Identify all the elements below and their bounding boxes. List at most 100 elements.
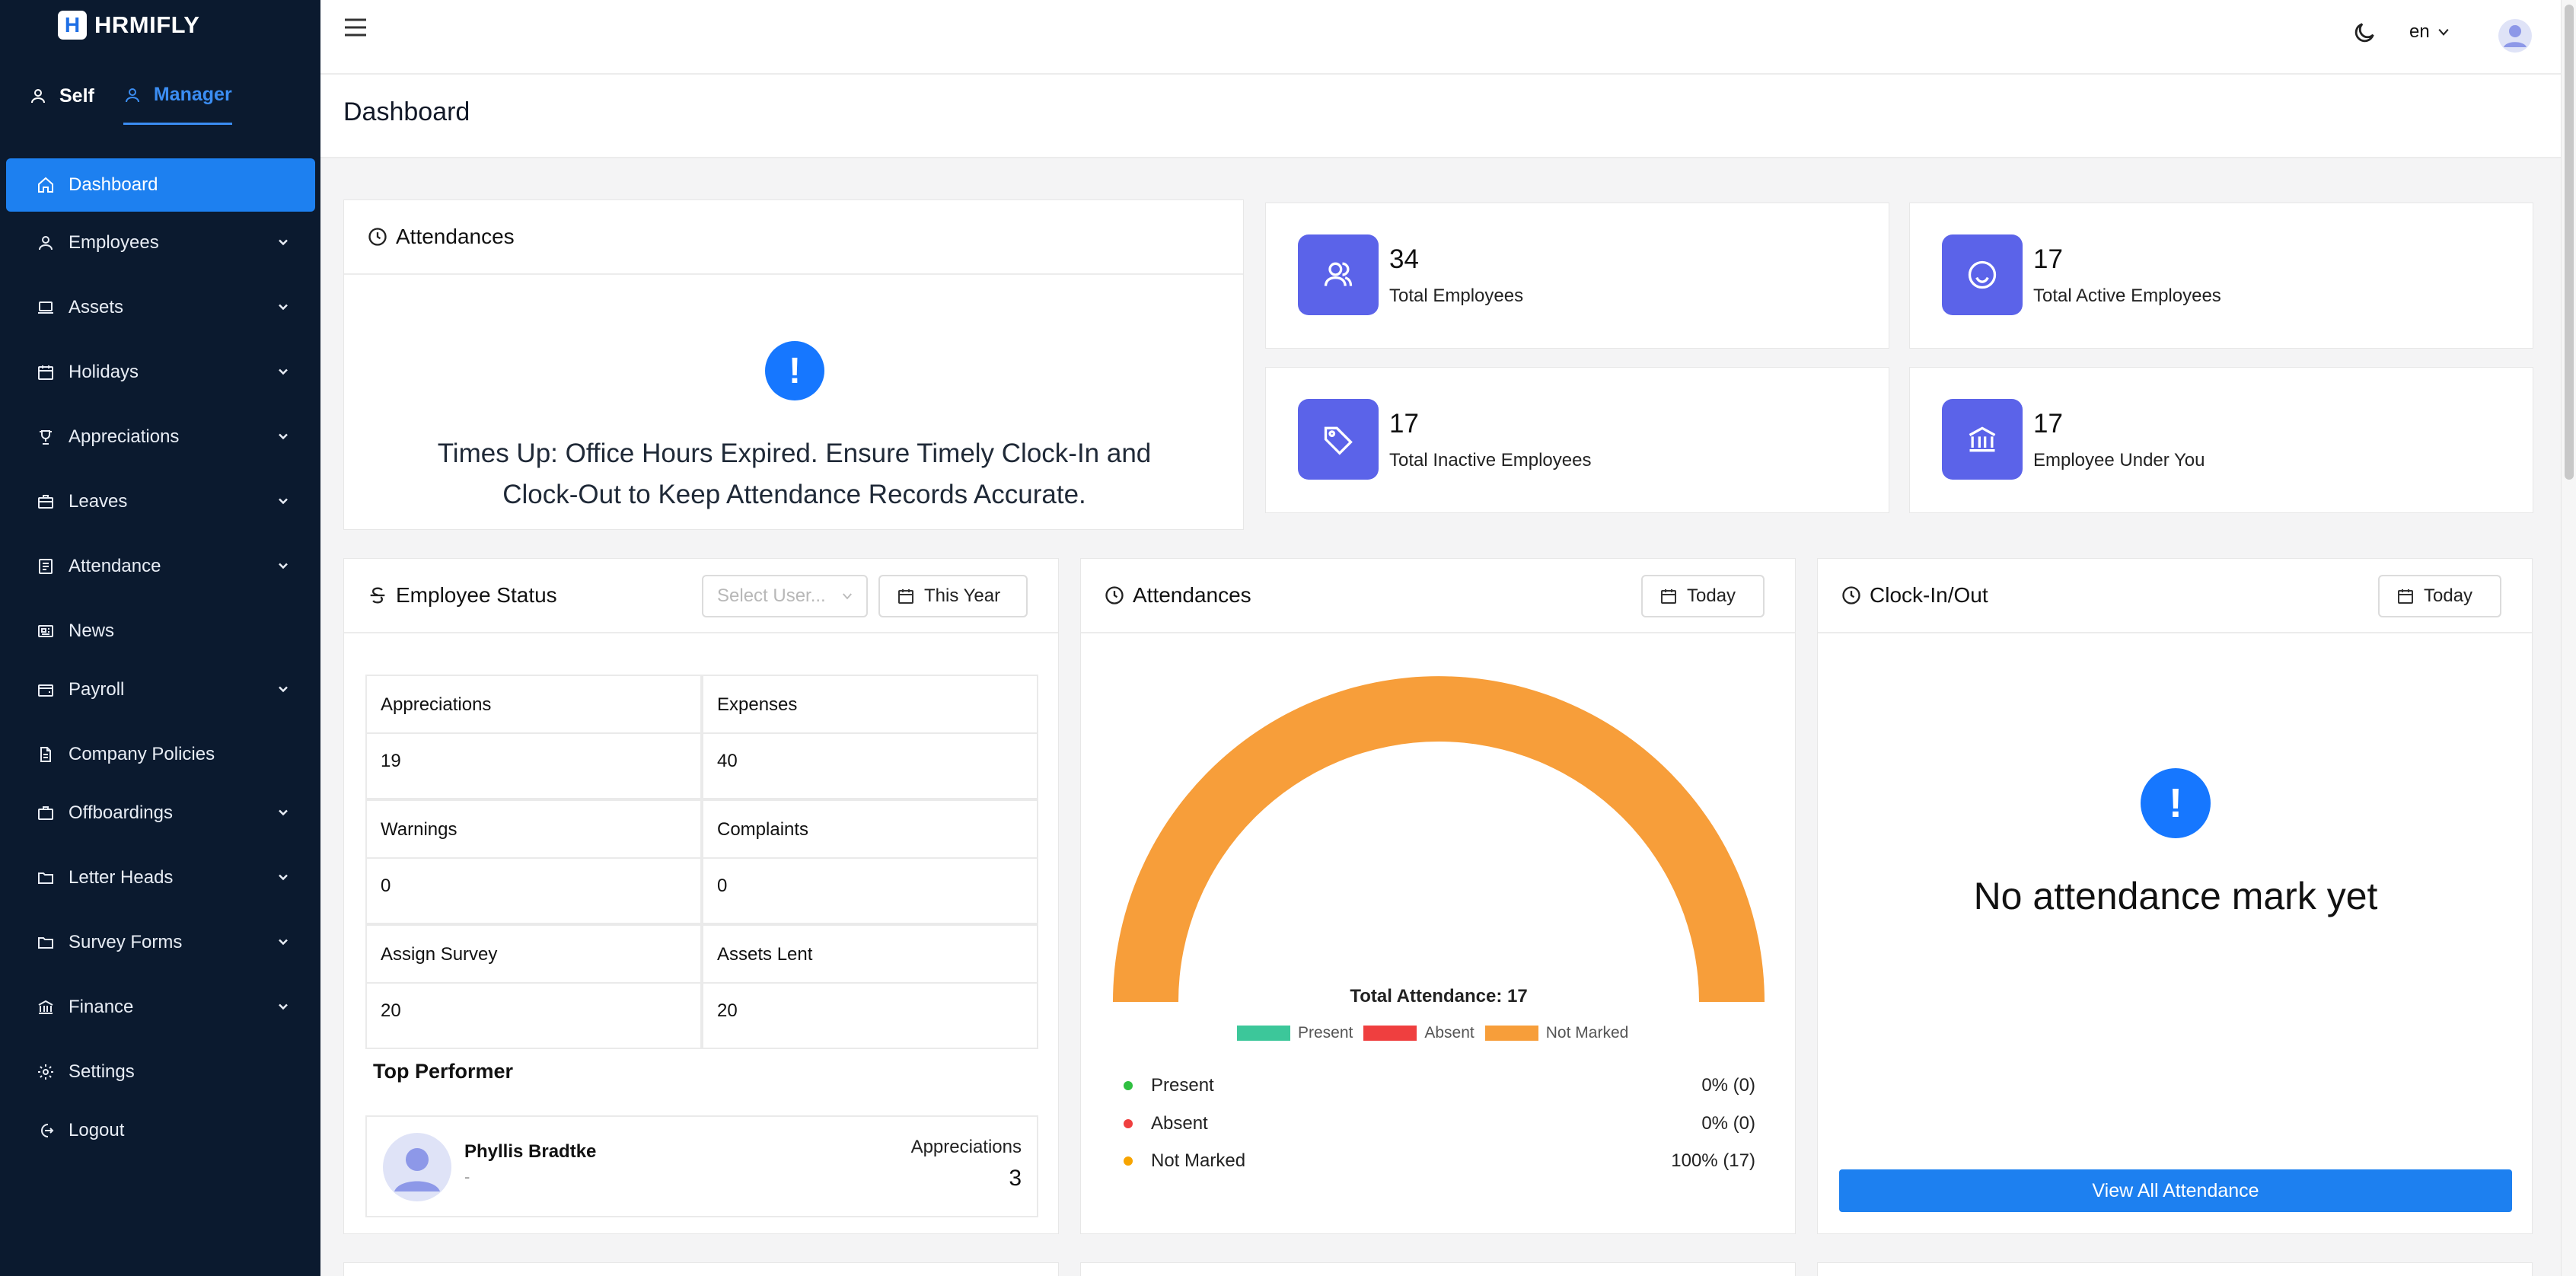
sidebar-item-payroll[interactable]: Payroll bbox=[6, 663, 315, 716]
stat-card-total-employees[interactable]: 34 Total Employees bbox=[1265, 203, 1889, 349]
user-icon bbox=[31, 89, 45, 104]
calendar-icon bbox=[1661, 589, 1676, 604]
sidebar-item-label: Settings bbox=[69, 1061, 135, 1082]
status-dot bbox=[1124, 1119, 1133, 1128]
period-button[interactable]: Today bbox=[1641, 575, 1765, 617]
clock-in-out-card: Clock-In/Out Today ! No attendance mark … bbox=[1817, 558, 2533, 1234]
view-all-attendance-button[interactable]: View All Attendance bbox=[1839, 1169, 2512, 1212]
sidebar-item-logout[interactable]: Logout bbox=[6, 1104, 315, 1157]
logo-badge: H bbox=[58, 11, 87, 40]
tab-manager[interactable]: Manager bbox=[123, 84, 232, 125]
sidebar: H HRMIFLY Self Manager Dashboard Employe… bbox=[0, 0, 320, 1276]
sidebar-item-label: Dashboard bbox=[69, 174, 158, 195]
chevron-down-icon bbox=[279, 874, 288, 881]
tab-self[interactable]: Self bbox=[29, 84, 94, 125]
sidebar-item-finance[interactable]: Finance bbox=[6, 981, 315, 1034]
home-icon bbox=[38, 177, 53, 193]
attendance-alert-card: Attendances ! Times Up: Office Hours Exp… bbox=[343, 199, 1244, 530]
cell-divider bbox=[703, 982, 1037, 984]
stat-value: 34 bbox=[1389, 244, 1419, 274]
chevron-down-icon bbox=[279, 304, 288, 311]
legend-label: Present bbox=[1298, 1024, 1353, 1042]
stat-cell-expenses: Expenses 40 bbox=[702, 675, 1038, 799]
cell-value: 40 bbox=[717, 751, 738, 771]
clock-icon bbox=[368, 228, 387, 246]
logout-icon bbox=[41, 1124, 54, 1137]
scrollbar-thumb[interactable] bbox=[2565, 5, 2574, 480]
newspaper-icon bbox=[38, 625, 53, 637]
stat-card-employee-under-you[interactable]: 17 Employee Under You bbox=[1909, 367, 2533, 513]
cell-value: 20 bbox=[717, 1000, 738, 1021]
sidebar-item-dashboard[interactable]: Dashboard bbox=[6, 158, 315, 212]
cell-label: Assets Lent bbox=[717, 944, 813, 965]
top-performer-row[interactable]: Phyllis Bradtke - Appreciations 3 bbox=[365, 1115, 1038, 1217]
sidebar-item-survey-forms[interactable]: Survey Forms bbox=[6, 916, 315, 969]
gear-icon bbox=[38, 1064, 53, 1080]
logo-text: HRMIFLY bbox=[94, 11, 200, 38]
row-label: Present bbox=[1151, 1075, 1214, 1096]
attendance-row-not-marked: Not Marked 100% (17) bbox=[1124, 1150, 1755, 1172]
stat-card-inactive-employees[interactable]: 17 Total Inactive Employees bbox=[1265, 367, 1889, 513]
sidebar-item-offboardings[interactable]: Offboardings bbox=[6, 786, 315, 840]
sidebar-item-appreciations[interactable]: Appreciations bbox=[6, 410, 315, 464]
sidebar-item-company-policies[interactable]: Company Policies bbox=[6, 728, 315, 781]
folder-icon bbox=[38, 937, 53, 949]
sidebar-item-label: Finance bbox=[69, 997, 134, 1017]
stat-cell-assign-survey: Assign Survey 20 bbox=[365, 924, 702, 1049]
performer-metric-value: 3 bbox=[1009, 1166, 1022, 1191]
user-select[interactable]: Select User... bbox=[702, 575, 868, 617]
tab-self-label: Self bbox=[59, 85, 94, 107]
page-scrollbar[interactable] bbox=[2561, 0, 2576, 1276]
sidebar-item-attendance[interactable]: Attendance bbox=[6, 540, 315, 593]
period-label: Today bbox=[2424, 585, 2473, 606]
sidebar-item-leaves[interactable]: Leaves bbox=[6, 475, 315, 528]
stat-card-active-employees[interactable]: 17 Total Active Employees bbox=[1909, 203, 2533, 349]
period-button[interactable]: Today bbox=[2378, 575, 2501, 617]
card-title: Clock-In/Out bbox=[1870, 583, 1988, 607]
clock-icon bbox=[1842, 586, 1860, 605]
sidebar-item-settings[interactable]: Settings bbox=[6, 1045, 315, 1099]
chevron-down-icon bbox=[279, 686, 288, 693]
card-header: Attendances bbox=[1081, 559, 1795, 633]
row-label: Absent bbox=[1151, 1113, 1208, 1134]
alert-icon: ! bbox=[2141, 768, 2211, 838]
card-title: Employee Status bbox=[396, 583, 557, 607]
stat-cell-complaints: Complaints 0 bbox=[702, 799, 1038, 924]
legend-item-absent[interactable]: Absent bbox=[1363, 1024, 1475, 1042]
sidebar-item-employees[interactable]: Employees bbox=[6, 216, 315, 270]
sidebar-item-letter-heads[interactable]: Letter Heads bbox=[6, 851, 315, 904]
user-avatar[interactable] bbox=[2498, 18, 2533, 53]
stat-value: 17 bbox=[2033, 409, 2063, 439]
row-value: 0% (0) bbox=[1701, 1113, 1755, 1134]
sidebar-item-label: Attendance bbox=[69, 556, 161, 576]
gauge-slice-not-marked[interactable] bbox=[1113, 676, 1765, 1002]
cell-divider bbox=[703, 857, 1037, 859]
dark-mode-toggle-icon[interactable] bbox=[2351, 20, 2377, 46]
trophy-icon bbox=[40, 430, 52, 445]
tag-icon bbox=[1298, 399, 1379, 480]
performer-metric-label: Appreciations bbox=[910, 1137, 1022, 1157]
sidebar-item-news[interactable]: News bbox=[6, 605, 315, 658]
user-icon bbox=[125, 88, 139, 102]
bank-icon bbox=[38, 1000, 53, 1014]
language-selector[interactable]: en bbox=[2409, 21, 2451, 43]
alert-message: Times Up: Office Hours Expired. Ensure T… bbox=[437, 439, 1152, 509]
sidebar-item-label: Survey Forms bbox=[69, 932, 183, 952]
period-button[interactable]: This Year bbox=[878, 575, 1028, 617]
legend-item-not-marked[interactable]: Not Marked bbox=[1484, 1024, 1628, 1042]
sidebar-item-holidays[interactable]: Holidays bbox=[6, 346, 315, 399]
hamburger-menu-icon[interactable] bbox=[343, 17, 368, 38]
user-icon bbox=[39, 236, 53, 250]
attendance-row-absent: Absent 0% (0) bbox=[1124, 1113, 1755, 1134]
stat-value: 17 bbox=[2033, 244, 2063, 274]
legend-item-present[interactable]: Present bbox=[1237, 1024, 1353, 1042]
chevron-down-icon bbox=[279, 239, 288, 246]
bottom-card-3 bbox=[1817, 1262, 2533, 1276]
sidebar-item-assets[interactable]: Assets bbox=[6, 281, 315, 334]
sidebar-item-label: Company Policies bbox=[69, 744, 215, 764]
calendar-icon bbox=[2398, 589, 2413, 604]
stat-value: 17 bbox=[1389, 409, 1419, 439]
clock-icon bbox=[1105, 586, 1124, 605]
card-header: Employee Status bbox=[344, 559, 1058, 633]
app-logo[interactable]: H HRMIFLY bbox=[58, 11, 199, 40]
